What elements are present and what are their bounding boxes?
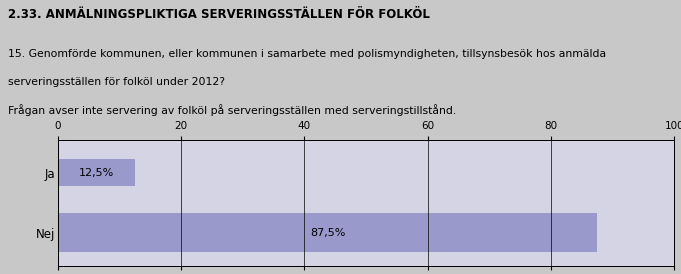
Text: Frågan avser inte servering av folköl på serveringsställen med serveringstillstå: Frågan avser inte servering av folköl på… xyxy=(8,104,456,116)
Bar xyxy=(58,213,597,252)
Text: 87,5%: 87,5% xyxy=(310,228,345,238)
Bar xyxy=(58,159,135,186)
Text: serveringsställen för folköl under 2012?: serveringsställen för folköl under 2012? xyxy=(8,77,225,87)
Text: 12,5%: 12,5% xyxy=(79,168,114,178)
Text: 15. Genomförde kommunen, eller kommunen i samarbete med polismyndigheten, tillsy: 15. Genomförde kommunen, eller kommunen … xyxy=(8,49,606,59)
Text: 2.33. ANMÄLNINGSPLIKTIGA SERVERINGSSTÄLLEN FÖR FOLKÖL: 2.33. ANMÄLNINGSPLIKTIGA SERVERINGSSTÄLL… xyxy=(8,8,430,21)
